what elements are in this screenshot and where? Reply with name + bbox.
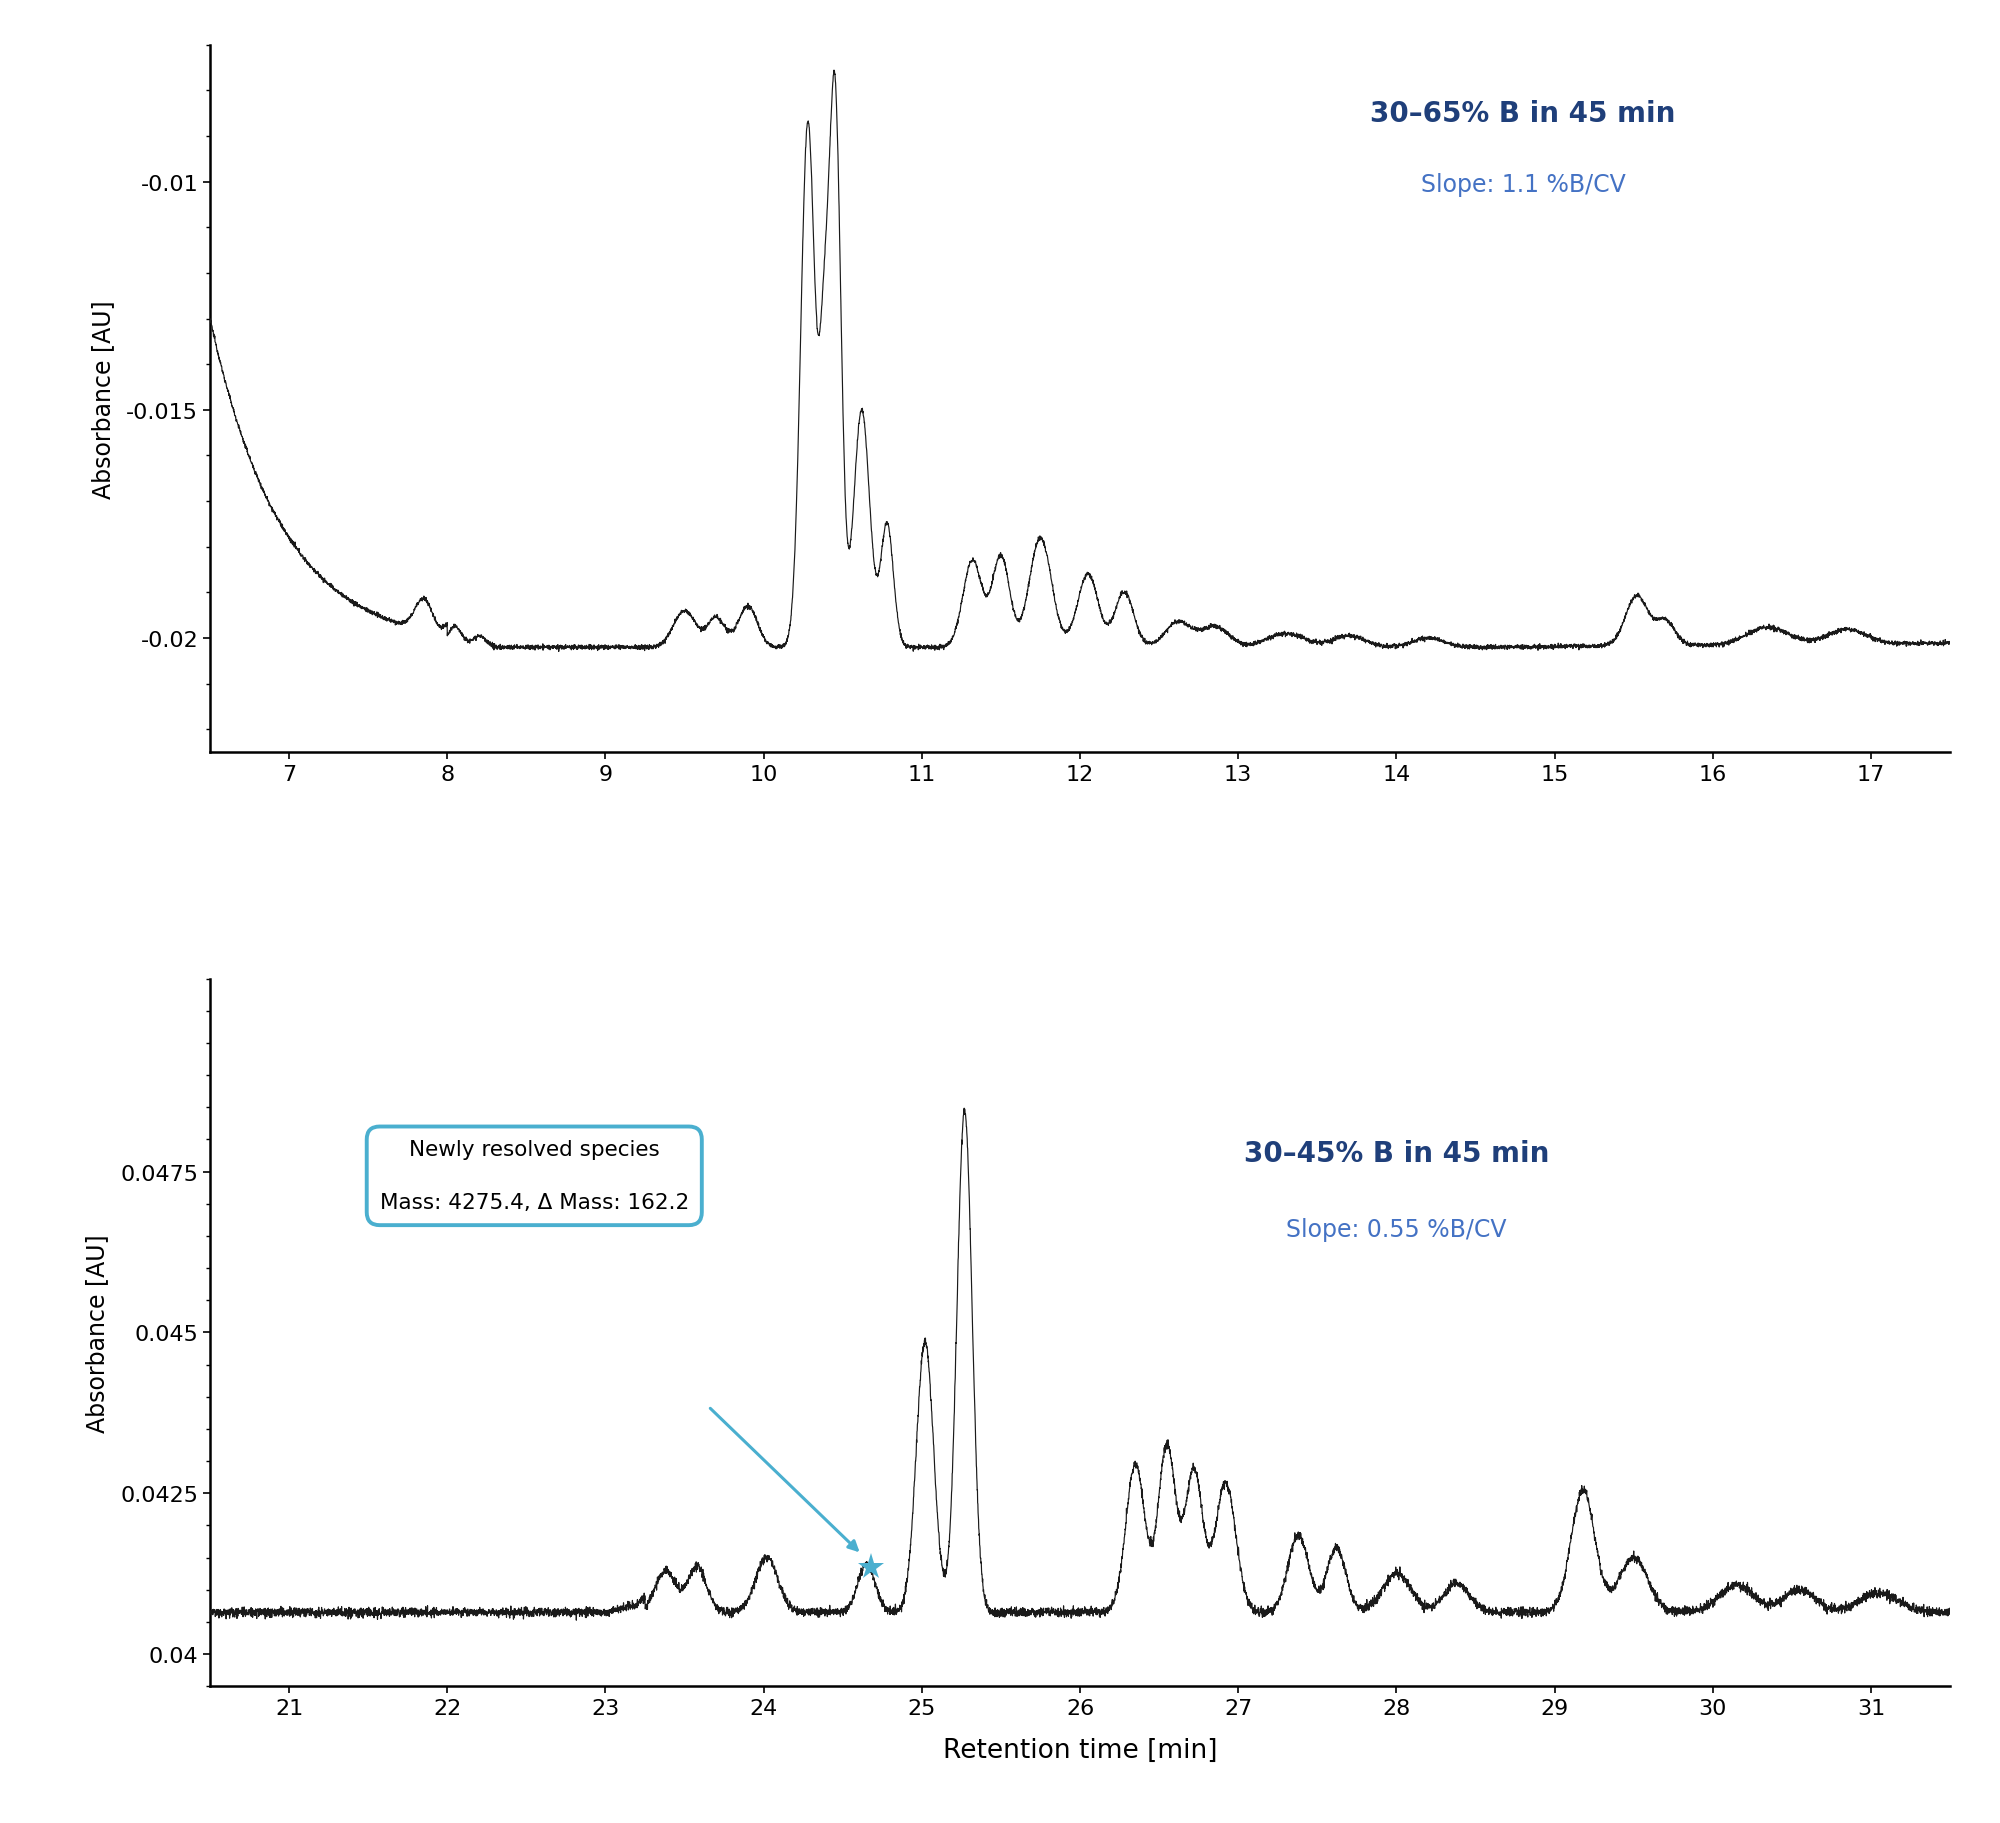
Text: Slope: 1.1 %B/CV: Slope: 1.1 %B/CV — [1420, 173, 1626, 197]
X-axis label: Retention time [min]: Retention time [min] — [942, 1737, 1218, 1763]
Text: Newly resolved species

Mass: 4275.4, Δ Mass: 162.2: Newly resolved species Mass: 4275.4, Δ M… — [380, 1139, 688, 1212]
Y-axis label: Absorbance [AU]: Absorbance [AU] — [92, 301, 116, 498]
Y-axis label: Absorbance [AU]: Absorbance [AU] — [86, 1234, 110, 1431]
Text: 30–65% B in 45 min: 30–65% B in 45 min — [1370, 100, 1676, 128]
Text: Slope: 0.55 %B/CV: Slope: 0.55 %B/CV — [1286, 1218, 1506, 1241]
Text: 30–45% B in 45 min: 30–45% B in 45 min — [1244, 1139, 1550, 1169]
